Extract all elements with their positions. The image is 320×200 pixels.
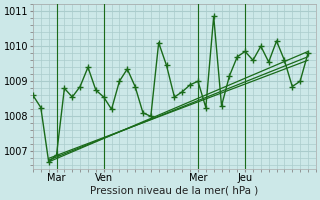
X-axis label: Pression niveau de la mer( hPa ): Pression niveau de la mer( hPa ) <box>90 186 259 196</box>
